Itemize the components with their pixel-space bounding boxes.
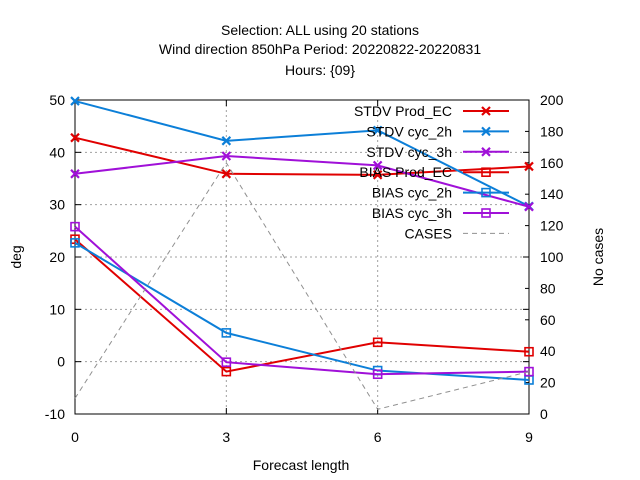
y-tick-label: 30	[49, 197, 65, 213]
y-tick-label: 10	[49, 301, 65, 317]
y2-tick-label: 20	[540, 375, 556, 391]
data-point-stdv-cyc-2h	[70, 96, 80, 106]
legend: STDV Prod_EC STDV cyc_2h STDV cyc_3h BIAS P…	[354, 103, 509, 241]
series-group	[70, 96, 534, 410]
legend-label-stdv-cyc-3h: STDV cyc_3h	[366, 144, 452, 160]
y2-tick-label: 160	[540, 155, 564, 171]
chart-title-line-3: Hours: {09}	[285, 62, 355, 78]
x-axis-label: Forecast length	[253, 457, 350, 473]
legend-label-bias-cyc-2h: BIAS cyc_2h	[372, 185, 452, 201]
series-line-stdv-prod-ec	[74, 136, 530, 176]
legend-label-stdv-cyc-2h: STDV cyc_2h	[366, 123, 452, 139]
series-bias-cyc-2h	[70, 238, 534, 385]
x-tick-label: 6	[374, 429, 382, 445]
y2-tick-label: 0	[540, 406, 548, 422]
series-stdv-cyc-3h	[70, 151, 534, 212]
data-point-stdv-cyc-3h	[70, 169, 80, 179]
series-line-stdv-cyc-2h	[74, 100, 530, 208]
series-line-bias-prod-ec	[74, 238, 530, 373]
legend-label-bias-cyc-3h: BIAS cyc_3h	[372, 205, 452, 221]
chart-title-line-1: Selection: ALL using 20 stations	[221, 22, 419, 38]
data-point-stdv-cyc-3h	[372, 160, 383, 171]
y2-tick-label: 40	[540, 343, 556, 359]
series-stdv-prod-ec	[70, 132, 534, 180]
y2-tick-label: 80	[540, 280, 556, 296]
data-point-bias-cyc-3h	[524, 366, 534, 377]
series-line-bias-cyc-3h	[74, 225, 530, 376]
data-point-bias-cyc-3h	[221, 357, 232, 367]
x-tick-label: 3	[222, 429, 230, 445]
y-tick-label: 50	[49, 92, 65, 108]
data-point-bias-cyc-3h	[70, 221, 80, 232]
y2-tick-label: 120	[540, 218, 564, 234]
y2-tick-label: 60	[540, 312, 556, 328]
data-point-stdv-cyc-3h	[524, 201, 534, 212]
series-line-bias-cyc-2h	[74, 242, 530, 381]
legend-label-cases: CASES	[405, 225, 452, 241]
data-point-stdv-cyc-2h	[372, 125, 383, 136]
y2-tick-label: 100	[540, 249, 564, 265]
data-point-stdv-prod-ec	[70, 132, 80, 143]
data-point-bias-prod-ec	[372, 337, 383, 348]
data-point-stdv-prod-ec	[372, 170, 383, 180]
series-line-cases	[74, 161, 530, 410]
y2-tick-label: 180	[540, 123, 564, 139]
data-point-bias-cyc-2h	[70, 238, 80, 248]
data-point-stdv-cyc-3h	[221, 151, 232, 161]
y-tick-label: 40	[49, 144, 65, 160]
data-point-stdv-prod-ec	[524, 161, 534, 172]
legend-marker-bias-cyc-2h	[481, 187, 491, 198]
series-cases	[74, 161, 530, 410]
series-bias-prod-ec	[70, 234, 534, 377]
data-point-bias-cyc-3h	[372, 369, 383, 380]
series-bias-cyc-3h	[70, 221, 534, 380]
legend-marker-stdv-prod-ec	[481, 106, 491, 116]
y-tick-label: -10	[45, 406, 65, 422]
y2-axis-label: No cases	[590, 228, 606, 286]
data-point-stdv-cyc-2h	[221, 136, 232, 146]
legend-label-stdv-prod-ec: STDV Prod_EC	[354, 103, 452, 119]
data-point-bias-prod-ec	[524, 346, 534, 357]
data-point-bias-prod-ec	[221, 366, 232, 377]
y2-tick-label: 140	[540, 186, 564, 202]
x-tick-label: 9	[525, 429, 533, 445]
y-tick-label: 20	[49, 249, 65, 265]
chart-title-line-2: Wind direction 850hPa Period: 20220822-2…	[159, 41, 481, 57]
x-tick-label: 0	[71, 429, 79, 445]
y-axis-label: deg	[8, 245, 24, 268]
data-point-bias-cyc-2h	[221, 328, 232, 338]
y2-tick-label: 200	[540, 92, 564, 108]
legend-marker-stdv-cyc-3h	[481, 147, 491, 157]
axis-ticks: -100102030405002040608010012014016018020…	[45, 92, 564, 445]
legend-marker-stdv-cyc-2h	[481, 126, 491, 137]
legend-marker-bias-cyc-3h	[481, 208, 491, 218]
y-tick-label: 0	[57, 354, 65, 370]
data-point-stdv-prod-ec	[221, 169, 232, 179]
legend-label-bias-prod-ec: BIAS Prod_EC	[359, 164, 452, 180]
grid-lines	[75, 100, 529, 414]
series-line-stdv-cyc-3h	[74, 154, 530, 208]
legend-marker-bias-prod-ec	[481, 167, 491, 177]
